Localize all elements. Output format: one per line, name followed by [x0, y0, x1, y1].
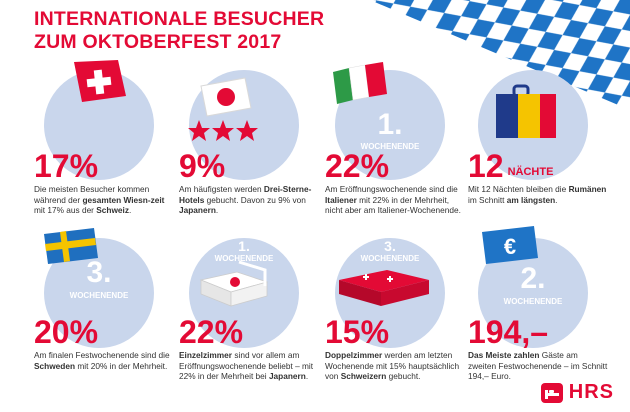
- card-double-room: 3. WOCHENENDE 15% Doppelzimmer werden am…: [325, 218, 465, 408]
- suitcase-icon: [496, 84, 556, 138]
- stat-value: 22%: [179, 314, 244, 350]
- weekend-number: 1.: [377, 108, 403, 141]
- weekend-label: WOCHENENDE: [503, 297, 563, 306]
- card-description: Doppelzimmer werden am letzten Wochenend…: [325, 350, 460, 381]
- page-title: INTERNATIONALE BESUCHER ZUM OKTOBERFEST …: [34, 8, 324, 54]
- title-line-1: INTERNATIONALE BESUCHER: [34, 8, 325, 30]
- japan-flag-stars-icon: [188, 77, 258, 141]
- stat-value: 22%: [325, 148, 390, 184]
- card-description: Mit 12 Nächten bleiben die Rumänen im Sc…: [468, 184, 607, 205]
- card-sweden: 3. WOCHENENDE 20% Am finalen Festwochene…: [34, 218, 174, 408]
- hrs-logo: HRS: [540, 381, 614, 404]
- stat-value: 15%: [325, 314, 390, 350]
- weekend-number: 1.: [238, 238, 250, 254]
- card-description: Das Meiste zahlen Gäste am zweiten Festw…: [468, 350, 608, 381]
- card-description: Am häufigsten werden Drei-Sterne-Hotels …: [179, 184, 312, 215]
- italy-flag-icon: [333, 62, 387, 104]
- stat-value: 9%: [179, 148, 226, 184]
- weekend-number: 3.: [384, 238, 396, 254]
- weekend-label: WOCHENENDE: [214, 254, 274, 263]
- stat-value: 12 NÄCHTE: [468, 150, 553, 182]
- card-description: Die meisten Besucher kommen während der …: [34, 184, 165, 215]
- hrs-bed-icon: [540, 382, 563, 403]
- weekend-label: WOCHENENDE: [69, 291, 129, 300]
- card-description: Am finalen Festwochenende sind die Schwe…: [34, 350, 170, 371]
- title-line-2: ZUM OKTOBERFEST 2017: [34, 31, 282, 53]
- card-single-room: 1. WOCHENENDE 22% Einzelzimmer sind vor …: [179, 218, 319, 408]
- weekend-number: 3.: [86, 256, 112, 289]
- weekend-label: WOCHENENDE: [360, 142, 420, 151]
- sweden-flag-icon: [44, 228, 98, 264]
- hrs-logo-text: HRS: [568, 381, 614, 403]
- weekend-label: WOCHENENDE: [360, 254, 420, 263]
- single-bed-icon: [199, 260, 269, 307]
- card-japan: 9% Am häufigsten werden Drei-Sterne-Hote…: [179, 50, 319, 240]
- card-romania: 12 NÄCHTE Mit 12 Nächten bleiben die Rumä…: [468, 50, 608, 240]
- card-spending: € 2. WOCHENENDE 194,– Das Meiste zahlen …: [468, 218, 608, 408]
- double-bed-icon: [339, 270, 429, 306]
- stat-unit: NÄCHTE: [507, 166, 554, 178]
- euro-banknote-icon: €: [482, 226, 538, 264]
- stat-value: 194,–: [468, 314, 549, 350]
- swiss-flag-icon: [74, 60, 126, 102]
- stat-value: 17%: [34, 148, 99, 184]
- card-description: Einzelzimmer sind vor allem am Eröffnung…: [179, 350, 314, 381]
- svg-text:€: €: [504, 234, 516, 259]
- card-description: Am Eröffnungswochenende sind die Italien…: [325, 184, 461, 215]
- card-switzerland: 17% Die meisten Besucher kommen während …: [34, 50, 174, 240]
- stat-number: 12: [468, 148, 504, 184]
- weekend-number: 2.: [520, 262, 546, 295]
- card-italy: 1. WOCHENENDE 22% Am Eröffnungswochenend…: [325, 50, 465, 240]
- stat-value: 20%: [34, 314, 99, 350]
